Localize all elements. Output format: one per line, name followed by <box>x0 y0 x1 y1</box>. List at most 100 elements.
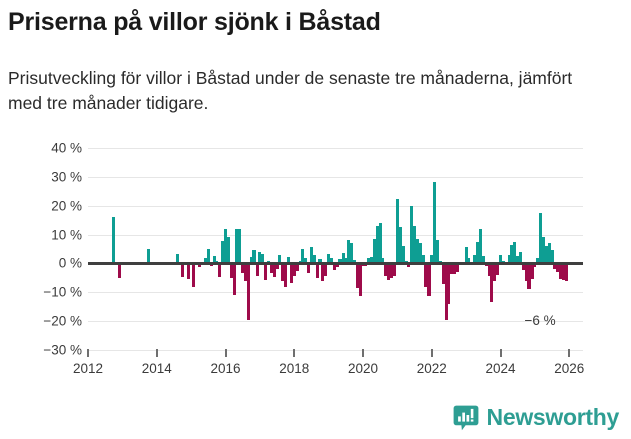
bar <box>467 257 471 264</box>
bar <box>246 263 251 320</box>
gridline <box>88 234 583 236</box>
x-tick-label: 2018 <box>279 361 310 376</box>
gridline <box>88 176 583 178</box>
bar <box>175 253 179 264</box>
bar <box>338 259 342 264</box>
bar <box>547 243 551 264</box>
y-tick-label: 0 % <box>58 255 82 271</box>
bar <box>301 249 305 264</box>
bar <box>424 263 428 287</box>
bar <box>118 263 122 279</box>
bar <box>393 263 397 277</box>
bar <box>332 263 336 270</box>
bar <box>269 263 273 273</box>
bar <box>384 263 388 277</box>
bar <box>344 257 348 264</box>
bar <box>498 254 503 264</box>
bar <box>564 263 569 281</box>
logo-wordmark: Newsworthy <box>486 404 620 430</box>
x-tick <box>499 349 502 357</box>
bar <box>289 263 294 284</box>
bar <box>510 244 514 264</box>
x-tick-label: 2020 <box>347 361 379 376</box>
bar <box>421 254 425 264</box>
bar <box>436 239 440 264</box>
y-tick-label: 30 % <box>51 169 82 185</box>
bar <box>533 263 537 267</box>
bar <box>226 237 230 264</box>
bar <box>249 256 253 264</box>
bar <box>307 263 311 274</box>
bar <box>453 263 457 274</box>
bar <box>444 263 448 320</box>
y-axis: 40 % 30 % 20 % 10 % 0 % −10 % −20 % −30 % <box>0 141 82 358</box>
bar <box>204 258 208 264</box>
x-tick-label: 2026 <box>554 361 585 376</box>
bar <box>556 263 560 273</box>
bar <box>321 263 325 281</box>
bar <box>541 237 545 264</box>
bar <box>507 254 511 264</box>
bar <box>309 246 313 264</box>
bar <box>550 250 554 264</box>
bar <box>559 263 563 279</box>
gridline <box>88 148 583 149</box>
bar <box>415 239 419 264</box>
bar <box>243 263 247 281</box>
last-value-annotation: −6 % <box>524 312 556 328</box>
bar <box>516 256 520 264</box>
x-tick-label: 2024 <box>485 361 516 376</box>
bar <box>275 263 279 270</box>
y-tick-label: 10 % <box>51 227 82 243</box>
bar <box>441 263 445 284</box>
bar <box>481 256 485 264</box>
bar <box>372 238 376 264</box>
x-axis: 2012 2014 2016 2018 2020 2022 2024 2026 <box>73 349 585 389</box>
gridline <box>88 292 583 294</box>
x-tick-label: 2016 <box>210 361 241 376</box>
bar <box>370 257 374 264</box>
bar <box>418 242 422 264</box>
bar <box>292 263 296 277</box>
x-tick-label: 2014 <box>141 361 172 376</box>
bar <box>264 263 268 281</box>
bar <box>432 182 437 264</box>
x-tick-label: 2022 <box>416 361 447 376</box>
bar <box>281 263 285 281</box>
gridlines <box>88 148 583 351</box>
bar <box>358 263 362 296</box>
bar <box>198 263 202 268</box>
bar <box>315 263 319 278</box>
zero-baseline <box>88 261 583 265</box>
bar <box>375 225 379 264</box>
bar <box>493 263 497 282</box>
bar <box>487 263 491 276</box>
bar <box>218 263 222 277</box>
gridline <box>88 205 583 207</box>
bar <box>335 263 339 267</box>
bar <box>475 242 479 264</box>
chart-plot-area: 40 % 30 % 20 % 10 % 0 % −10 % −20 % −30 % 2012 2… <box>0 141 631 389</box>
gridline <box>88 321 583 323</box>
bar <box>232 263 236 296</box>
x-tick <box>87 349 89 357</box>
bar <box>395 199 399 264</box>
bar <box>455 263 460 272</box>
bar <box>401 246 405 264</box>
bar <box>206 249 210 264</box>
bar <box>278 254 282 264</box>
y-tick-label: −30 % <box>43 342 82 358</box>
bar <box>255 263 259 276</box>
gridline <box>88 350 583 351</box>
bar <box>464 246 468 264</box>
bar <box>496 263 500 275</box>
bar <box>479 228 483 264</box>
bar <box>447 263 451 305</box>
bar <box>553 263 557 270</box>
bar <box>430 255 434 264</box>
bar <box>539 212 543 264</box>
bar <box>258 251 262 264</box>
x-tick <box>293 349 296 357</box>
bar <box>524 263 528 282</box>
